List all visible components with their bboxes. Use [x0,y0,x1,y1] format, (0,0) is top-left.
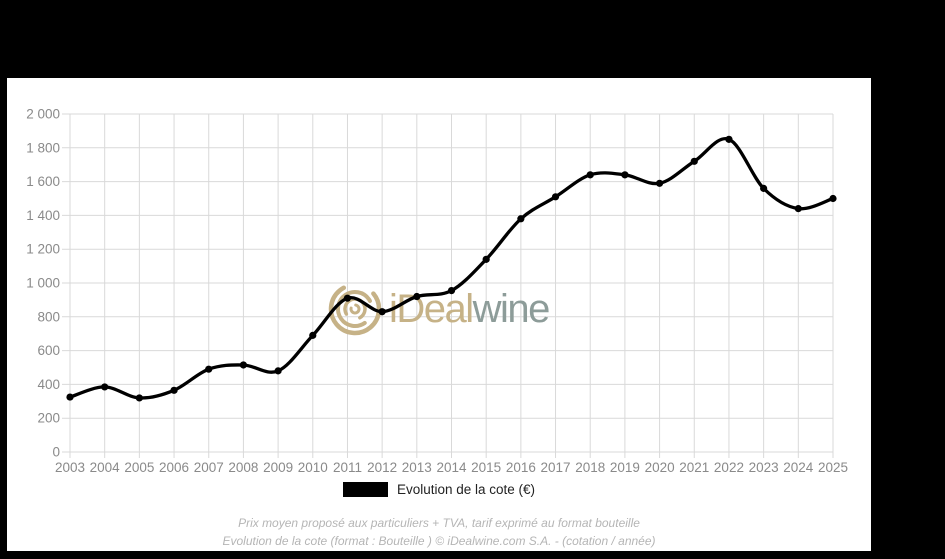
x-axis-label: 2003 [55,460,85,475]
series-line [68,137,835,400]
x-axis-label: 2016 [506,460,536,475]
footer-caption-2: Evolution de la cote (format : Bouteille… [222,534,656,548]
y-axis-label: 200 [37,411,60,426]
x-axis-label: 2010 [298,460,328,475]
y-axis-label: 1 400 [26,208,60,223]
data-point [378,308,386,316]
x-axis-label: 2024 [783,460,814,475]
x-axis-label: 2008 [228,460,258,475]
data-point [621,171,629,179]
data-point [482,255,490,263]
data-point [170,386,178,394]
chart-legend: Evolution de la cote (€) [7,482,871,497]
y-axis-label: 1 800 [26,140,60,155]
x-axis-label: 2017 [541,460,571,475]
data-point [413,292,421,301]
y-axis-label: 400 [37,377,60,392]
chart-panel: 0 200 400 600 800 1 000 1 200 1 400 1 600 1 800 2 … [7,78,871,551]
y-axis-label: 1 600 [26,174,60,189]
x-axis-label: 2021 [679,460,709,475]
x-axis-label: 2012 [367,460,397,475]
x-axis-label: 2019 [610,460,640,475]
data-point [655,179,664,187]
x-axis-label: 2004 [90,460,121,475]
data-point [551,193,560,201]
data-point [690,157,698,165]
data-point [794,205,802,213]
y-axis-label: 800 [37,309,60,324]
data-point [517,215,525,223]
data-point [760,184,768,192]
x-axis-label: 2005 [124,460,154,475]
x-axis-label: 2014 [436,460,467,475]
footer-caption-1: Prix moyen proposé aux particuliers + TV… [238,516,640,530]
x-axis-label: 2007 [194,460,224,475]
y-axis-label: 600 [37,343,60,358]
data-point [309,331,317,339]
x-axis-label: 2013 [402,460,432,475]
data-point [343,294,352,302]
x-axis-label: 2023 [749,460,779,475]
data-point [274,367,282,375]
chart-grid-axes: 0 200 400 600 800 1 000 1 200 1 400 1 600 1 800 2 … [26,107,848,476]
y-axis-label: 1 000 [26,276,60,291]
data-point [239,361,248,369]
x-axis-label: 2020 [645,460,675,475]
data-point [829,194,837,203]
legend-swatch [342,482,388,497]
data-point [66,393,74,401]
y-axis-label: 2 000 [26,107,60,122]
x-axis-label: 2006 [159,460,189,475]
data-point [447,287,456,295]
x-axis-label: 2022 [714,460,744,475]
x-axis-label: 2018 [575,460,605,475]
data-point [101,383,109,391]
x-axis-label: 2015 [471,460,501,475]
data-point [205,365,213,373]
y-axis-label: 1 200 [26,242,60,257]
x-axis-label: 2025 [818,460,848,475]
y-axis-label: 0 [52,445,60,460]
legend-label: Evolution de la cote (€) [396,482,536,497]
data-point [725,135,733,143]
data-point [135,394,143,402]
chart-series [66,135,837,402]
x-axis-label: 2009 [263,460,293,475]
x-axis-label: 2011 [333,460,362,475]
data-point [586,171,594,179]
